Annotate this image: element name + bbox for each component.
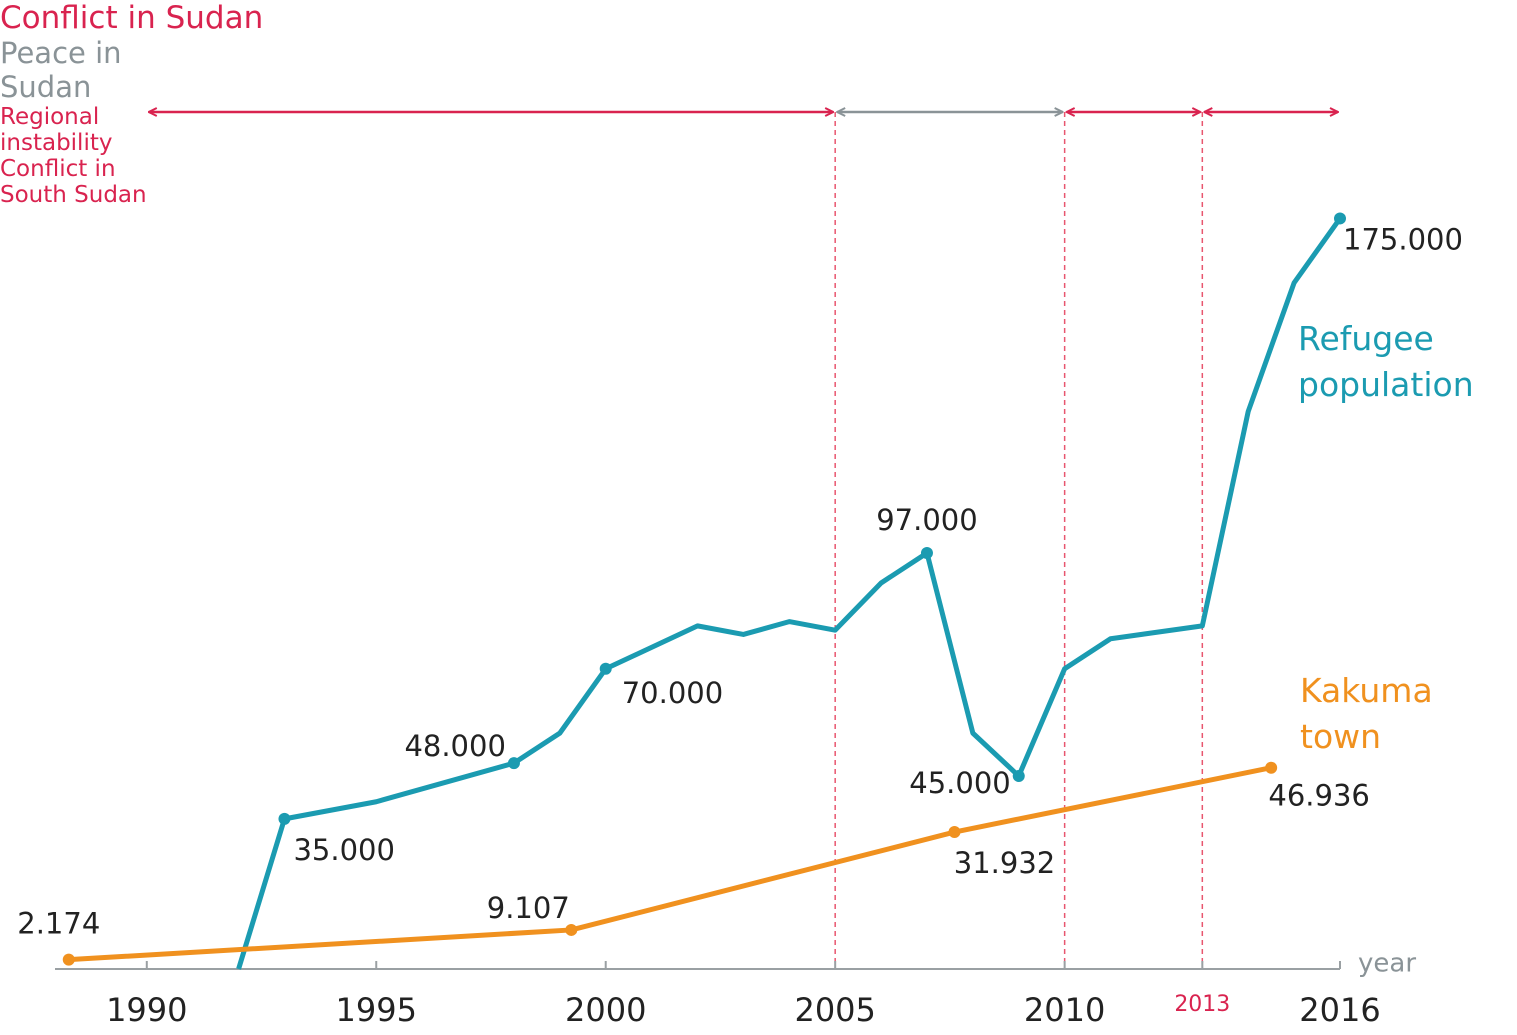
x-tick-label: 1990 bbox=[106, 991, 187, 1029]
x-tick-label: 2005 bbox=[794, 991, 875, 1029]
point bbox=[278, 812, 291, 825]
point bbox=[507, 757, 520, 770]
point bbox=[948, 826, 961, 839]
x-axis-label: year bbox=[1358, 949, 1416, 979]
legend-label: Refugee population bbox=[1298, 319, 1474, 405]
x-tick-label: 1995 bbox=[336, 991, 417, 1029]
data-label: 70.000 bbox=[622, 676, 723, 710]
period-label: Conflict in Sudan bbox=[0, 0, 264, 36]
data-label: 48.000 bbox=[404, 729, 505, 763]
period-label: Conflict in South Sudan bbox=[0, 156, 147, 208]
x-tick-label: 2013 bbox=[1174, 992, 1230, 1017]
legend-label: Kakuma town bbox=[1300, 671, 1433, 757]
point bbox=[1334, 212, 1346, 225]
period-label: Regional instability bbox=[0, 104, 113, 156]
data-label: 9.107 bbox=[487, 891, 570, 925]
x-tick-label: 2010 bbox=[1024, 991, 1105, 1029]
point bbox=[565, 923, 578, 936]
point bbox=[920, 546, 933, 559]
data-label: 31.932 bbox=[954, 846, 1055, 880]
point bbox=[599, 662, 612, 675]
x-tick-label: 2016 bbox=[1299, 991, 1380, 1029]
data-label: 35.000 bbox=[293, 833, 394, 867]
data-label: 45.000 bbox=[909, 766, 1010, 800]
series-line bbox=[68, 765, 1272, 963]
series-line bbox=[236, 216, 1343, 970]
data-label: 2.174 bbox=[17, 907, 100, 941]
data-label: 175.000 bbox=[1343, 222, 1463, 256]
data-label: 97.000 bbox=[876, 503, 977, 537]
x-tick-label: 2000 bbox=[565, 991, 646, 1029]
period-label: Peace in Sudan bbox=[0, 36, 122, 104]
point bbox=[1265, 761, 1278, 774]
point bbox=[1012, 770, 1025, 782]
data-label: 46.936 bbox=[1268, 779, 1369, 813]
point bbox=[62, 953, 75, 966]
